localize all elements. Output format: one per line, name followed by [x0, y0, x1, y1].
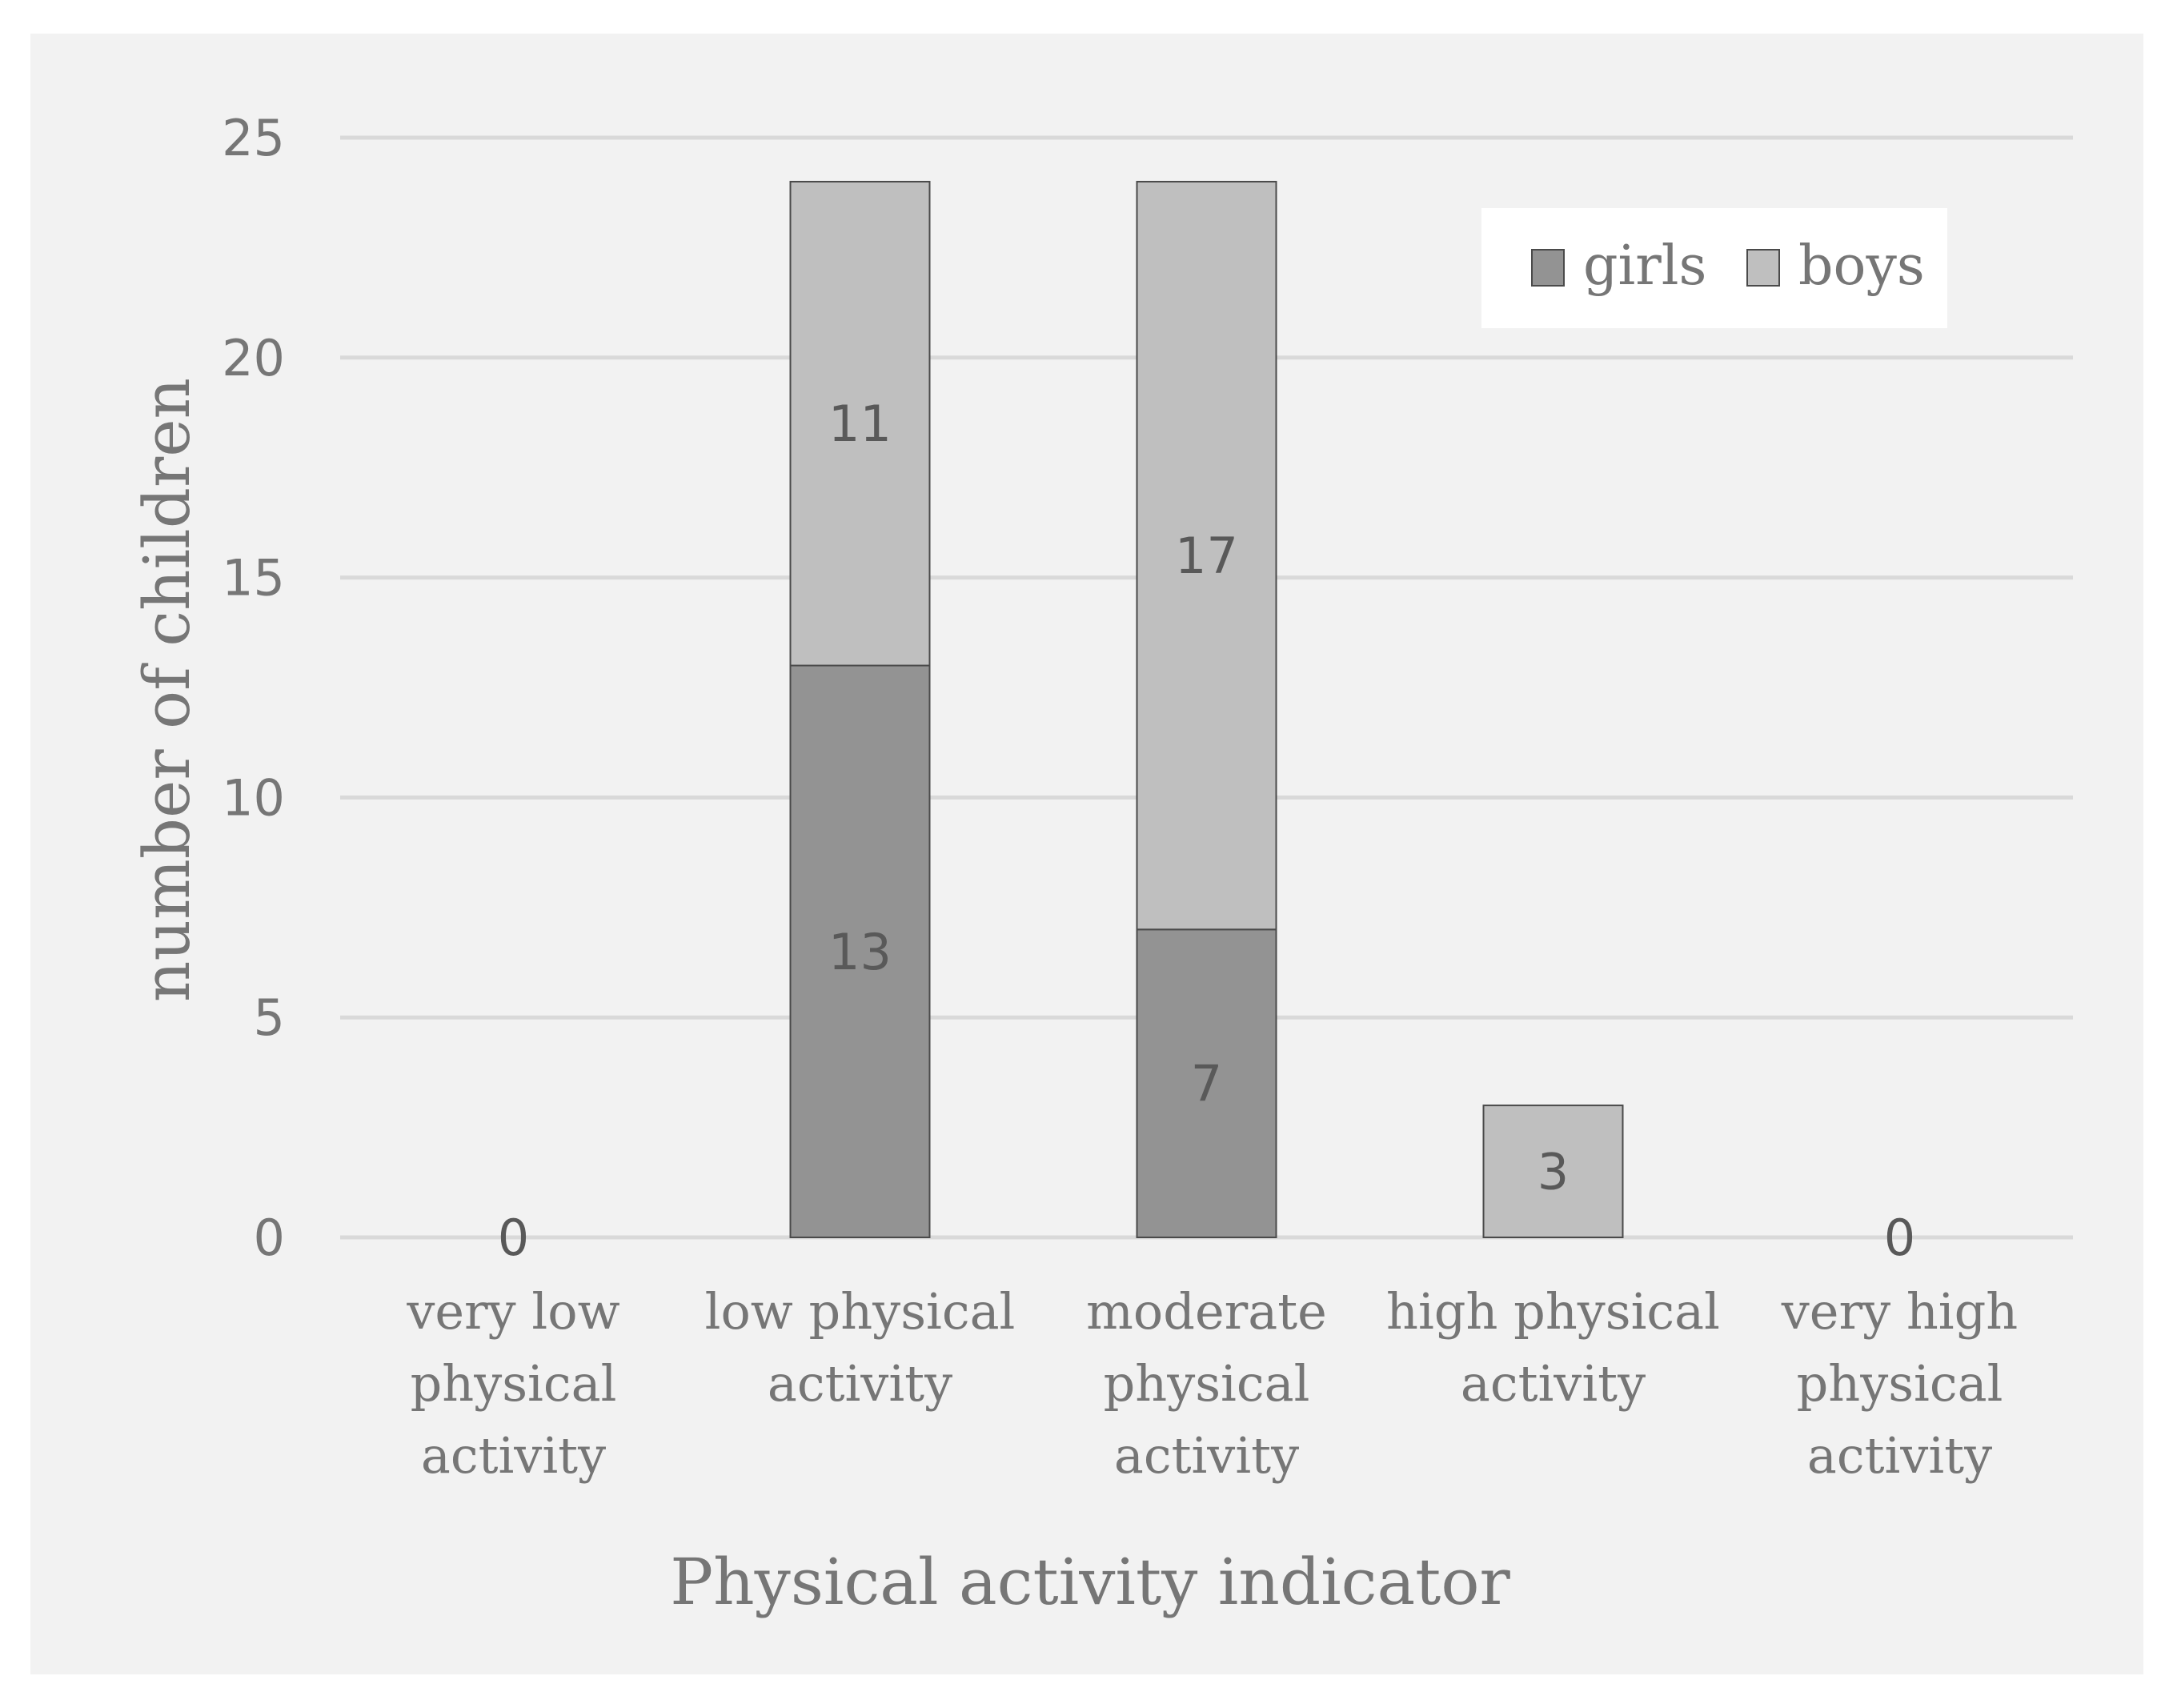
legend-label-girls: girls — [1583, 235, 1706, 298]
bar-girls-2 — [1136, 928, 1277, 1239]
x-category-label: very low physical activity — [406, 1282, 619, 1485]
bar-boys-1 — [789, 180, 931, 667]
x-axis-categories: very low physical activity low physical acti… — [406, 1282, 2018, 1485]
legend: girls boys — [1481, 208, 1947, 328]
bar-girls-1 — [789, 664, 931, 1238]
x-category-label: moderate physical activity — [1086, 1282, 1327, 1485]
y-tick-label: 10 — [222, 768, 285, 827]
bars — [789, 180, 1624, 1239]
legend-swatch-girls — [1531, 249, 1565, 287]
y-tick-label: 20 — [222, 329, 285, 387]
y-tick-label: 5 — [254, 988, 285, 1047]
x-category-label: high physical activity — [1386, 1282, 1720, 1413]
y-tick-label: 0 — [254, 1209, 285, 1267]
data-label: 11 — [828, 395, 892, 453]
y-tick-label: 25 — [222, 109, 285, 167]
y-axis-title: number of children — [130, 378, 204, 1002]
legend-label-boys: boys — [1798, 235, 1925, 298]
data-label: 17 — [1175, 527, 1238, 585]
data-labels: 0 13 11 7 17 3 0 — [498, 395, 1915, 1267]
y-tick-label: 15 — [222, 549, 285, 607]
x-axis-title: Physical activity indicator — [670, 1545, 1510, 1619]
legend-swatch-boys — [1746, 249, 1780, 287]
data-label: 0 — [498, 1209, 529, 1267]
x-category-label: very high physical activity — [1781, 1282, 2018, 1485]
x-category-label: low physical activity — [705, 1282, 1016, 1413]
data-label: 7 — [1191, 1055, 1222, 1113]
bar-boys-3 — [1482, 1105, 1624, 1238]
y-axis-ticks: 0 5 10 15 20 25 — [222, 109, 285, 1267]
data-label: 3 — [1538, 1143, 1569, 1201]
data-label: 13 — [828, 923, 892, 981]
bar-boys-2 — [1136, 180, 1277, 931]
data-label: 0 — [1884, 1209, 1915, 1267]
